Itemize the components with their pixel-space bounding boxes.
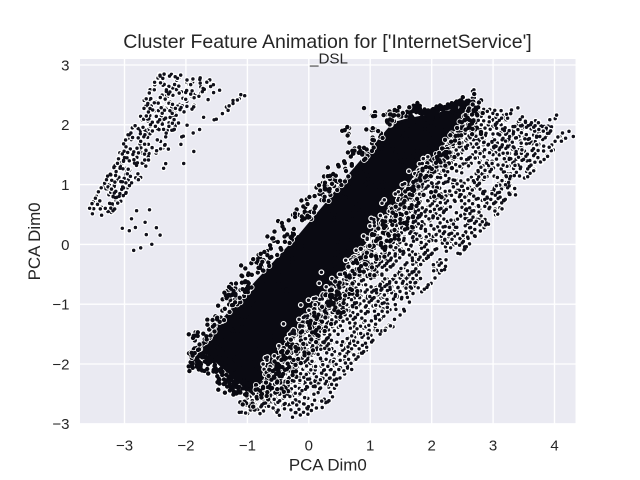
svg-text:0: 0 — [61, 237, 69, 254]
svg-text:−2: −2 — [52, 356, 69, 373]
svg-text:0: 0 — [305, 438, 313, 455]
svg-text:2: 2 — [428, 438, 436, 455]
svg-text:−1: −1 — [239, 438, 256, 455]
svg-text:−1: −1 — [52, 297, 69, 314]
svg-text:−3: −3 — [116, 438, 133, 455]
svg-text:2: 2 — [61, 117, 69, 134]
svg-text:PCA Dim0: PCA Dim0 — [289, 455, 367, 474]
svg-text:4: 4 — [550, 438, 558, 455]
svg-text:1: 1 — [61, 177, 69, 194]
svg-text:3: 3 — [489, 438, 497, 455]
svg-text:−3: −3 — [52, 416, 69, 433]
svg-text:3: 3 — [61, 57, 69, 74]
svg-text:_DSL: _DSL — [309, 51, 348, 68]
svg-text:Cluster Feature Animation for: Cluster Feature Animation for ['Internet… — [123, 31, 531, 53]
svg-text:−2: −2 — [177, 438, 194, 455]
svg-text:1: 1 — [366, 438, 374, 455]
svg-text:PCA Dim0: PCA Dim0 — [25, 202, 44, 280]
